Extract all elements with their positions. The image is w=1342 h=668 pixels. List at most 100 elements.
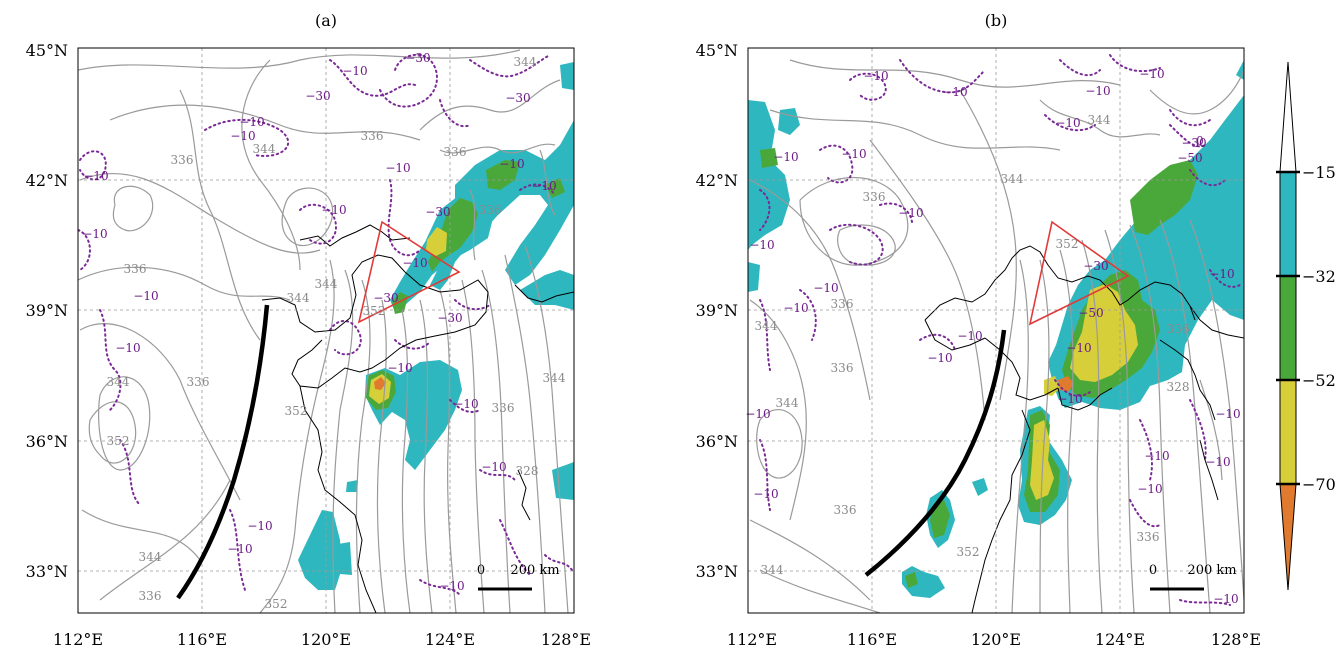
panel-b-lon-ticks: 112°E 116°E 120°E 124°E 128°E — [727, 630, 1261, 649]
lat-tick: 36°N — [696, 432, 738, 451]
contour-label: 328 — [1167, 380, 1190, 394]
omega-label: −10 — [1085, 84, 1110, 98]
scale-bar-start: 0 — [477, 563, 485, 578]
omega-label: −30 — [505, 91, 530, 105]
colorbar-label: −70 — [1302, 475, 1336, 494]
omega-label: −10 — [531, 179, 556, 193]
omega-label: −30 — [305, 89, 330, 103]
omega-label: −10 — [1209, 267, 1234, 281]
lat-tick: 42°N — [26, 171, 68, 190]
colorbar-label: −32 — [1302, 267, 1336, 286]
panel-a-lat-ticks: 45°N 42°N 39°N 36°N 33°N — [26, 41, 68, 581]
contour-label: 336 — [831, 297, 854, 311]
panel-b-map — [748, 54, 1244, 613]
omega-label: −10 — [230, 129, 255, 143]
colorbar-segment-cyan — [1279, 171, 1297, 277]
contour-label: 336 — [834, 503, 857, 517]
panel-a-omega-labels: −10 −30 −30 −10 −10 −10 −10 −30 −10 −10 … — [82, 51, 556, 593]
lat-tick: 33°N — [26, 562, 68, 581]
omega-label: −10 — [342, 64, 367, 78]
panel-a-theta-e-contours — [78, 49, 569, 613]
omega-label: −10 — [385, 161, 410, 175]
omega-label: −10 — [1057, 392, 1082, 406]
omega-label: −10 — [115, 341, 140, 355]
panel-a-lon-ticks: 112°E 116°E 120°E 124°E 128°E — [53, 630, 591, 649]
omega-label: −10 — [439, 579, 464, 593]
contour-label: 336 — [1167, 322, 1190, 336]
contour-label: 352 — [107, 434, 130, 448]
omega-label: −10 — [898, 206, 923, 220]
lon-tick: 112°E — [53, 630, 103, 649]
contour-label: 336 — [139, 589, 162, 603]
contour-label: 344 — [139, 550, 162, 564]
contour-label: 344 — [253, 142, 276, 156]
panel-a-omega-contours — [78, 53, 573, 596]
contour-label: 344 — [315, 277, 338, 291]
omega-label: −10 — [783, 301, 808, 315]
omega-label: −50 — [1078, 306, 1103, 320]
omega-label: −10 — [942, 85, 967, 99]
panel-b-title: (b) — [985, 11, 1008, 30]
omega-label: −10 — [841, 147, 866, 161]
omega-label: −10 — [133, 289, 158, 303]
contour-label: 328 — [516, 464, 539, 478]
omega-label: −30 — [1083, 259, 1108, 273]
lat-tick: 45°N — [696, 41, 738, 60]
colorbar-label: −52 — [1302, 371, 1336, 390]
contour-label: 344 — [287, 291, 310, 305]
panel-b-frame — [747, 47, 1245, 614]
panel-a-coastline — [261, 224, 574, 613]
panel-a-title: (a) — [315, 11, 337, 30]
panel-b-front-line — [864, 329, 1007, 577]
panel-b-grid — [748, 48, 1244, 613]
panel-b-triangle — [1028, 220, 1130, 326]
contour-label: 344 — [761, 563, 784, 577]
contour-label: 344 — [1088, 113, 1111, 127]
omega-label: −10 — [927, 351, 952, 365]
omega-label: −10 — [1215, 407, 1240, 421]
omega-label: −10 — [1137, 482, 1162, 496]
contour-label: 352 — [265, 597, 288, 611]
contour-label: 336 — [361, 129, 384, 143]
omega-label: −10 — [83, 169, 108, 183]
contour-label: 336 — [124, 262, 147, 276]
lon-tick: 112°E — [727, 630, 777, 649]
panel-b-theta-e-contours — [749, 59, 1244, 613]
lat-tick: 39°N — [26, 301, 68, 320]
omega-label: −10 — [82, 227, 107, 241]
colorbar-segment-yellow — [1279, 379, 1297, 485]
omega-label: −10 — [1139, 67, 1164, 81]
contour-label: 352 — [1056, 237, 1079, 251]
omega-label: −10 — [745, 407, 770, 421]
omega-label: −10 — [773, 150, 798, 164]
omega-label: −10 — [749, 238, 774, 252]
contour-label: 344 — [514, 55, 537, 69]
omega-label: −30 — [425, 205, 450, 219]
omega-label: −10 — [813, 281, 838, 295]
panel-a-theta-e-labels: 344 336 336 344 336 336 344 336 352 344 … — [107, 55, 566, 611]
scale-bar-end: 200 km — [510, 563, 559, 578]
lon-tick: 120°E — [971, 630, 1021, 649]
omega-label: −30 — [373, 291, 398, 305]
contour-label: 352 — [957, 545, 980, 559]
scale-bar-end: 200 km — [1187, 563, 1236, 578]
contour-label: 336 — [492, 401, 515, 415]
lon-tick: 128°E — [1211, 630, 1261, 649]
lat-tick: 45°N — [26, 41, 68, 60]
contour-label: 336 — [863, 190, 886, 204]
omega-label: −10 — [753, 487, 778, 501]
panel-a-grid — [78, 48, 574, 613]
contour-label: 352 — [285, 404, 308, 418]
panel-b-omega-labels: −10 −10 −10 −10 −10 −10 −10 −10 −10 −10 … — [745, 67, 1240, 606]
contour-label: 336 — [187, 375, 210, 389]
omega-label: −10 — [863, 69, 888, 83]
omega-label: −10 — [1066, 341, 1091, 355]
omega-label: −10 — [1213, 592, 1238, 606]
omega-label: −10 — [453, 397, 478, 411]
lon-tick: 116°E — [177, 630, 227, 649]
contour-label: 336 — [831, 361, 854, 375]
omega-label: −30 — [437, 311, 462, 325]
omega-label: −30 — [1181, 136, 1206, 150]
omega-label: −10 — [321, 203, 346, 217]
